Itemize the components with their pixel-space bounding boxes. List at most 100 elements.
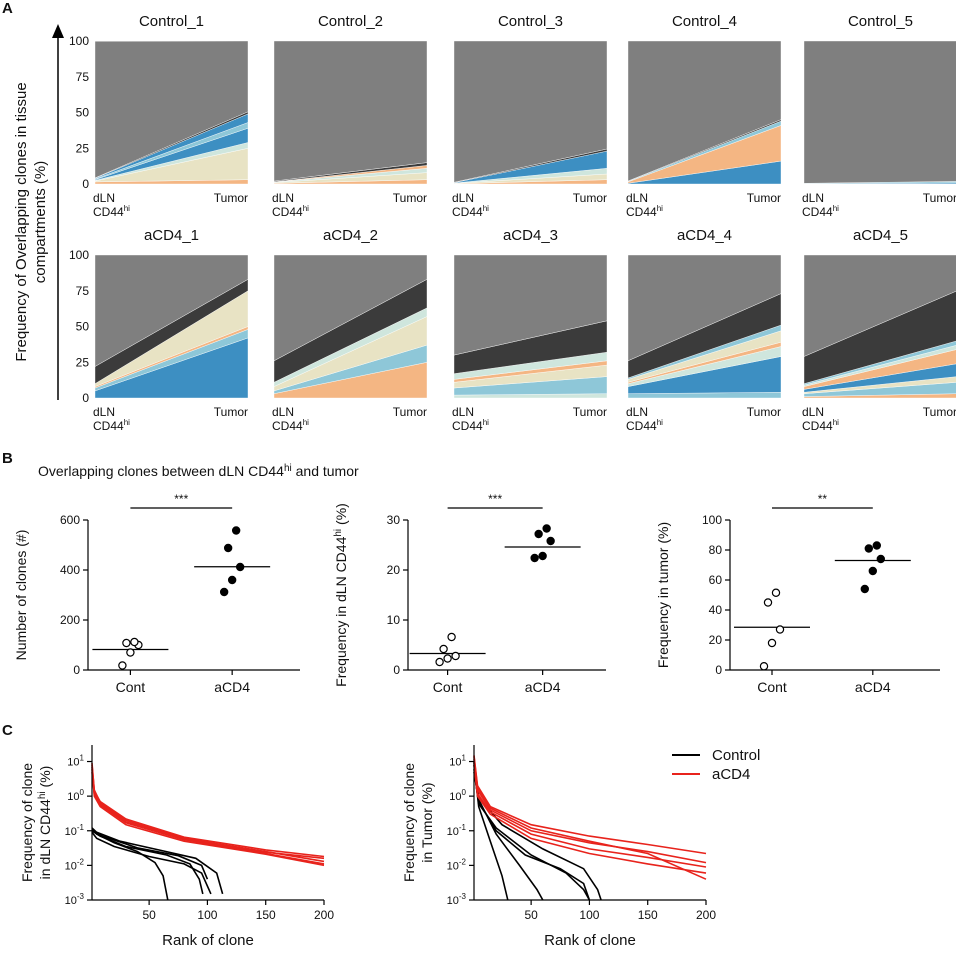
area-chart-title: aCD4_2 [323,227,378,244]
area-ytick-label: 100 [69,248,89,262]
area-band-lightblue [803,340,956,386]
panel-label-c: C [2,722,13,739]
area-x-left-label-line2: CD44hi [452,418,489,433]
dot-plot-point [530,553,539,563]
area-x-left-label: dLN [452,405,474,419]
area-x-left-label: dLN [93,405,115,419]
area-band-lightblue [803,382,956,397]
section-c-rank-plots: 10-3 10-2 10-1 100 101 50 100 150 200 Rank of clo… [19,745,716,949]
dot-plot-ytick-label: 40 [709,603,723,617]
area-band-gray [94,40,249,179]
area-x-right-label: Tumor [923,191,956,205]
rank-plot-ytick-label: 10-1 [65,823,85,838]
dot-plot-point [860,584,870,594]
area-ytick-label: 25 [76,141,90,155]
area-band-gray [453,254,608,356]
rank-plot-xtick-label: 50 [142,908,156,922]
area-x-right-label: Tumor [214,191,248,205]
dot-plot-point [439,644,448,654]
rank-curve-acd4 [473,764,707,874]
area-x-right-label: Tumor [393,191,427,205]
dot-plot-xtick-label: aCD4 [214,679,250,695]
area-x-right-label: Tumor [923,405,956,419]
dot-plot-point [542,524,551,533]
rank-plot-ytick-label: 100 [67,788,84,803]
area-x-left-label-line2: CD44hi [626,204,663,219]
dot-plot-ytick-label: 0 [393,663,400,677]
area-chart-title: aCD4_5 [853,227,908,244]
dot-plot-ytick-label: 0 [73,663,80,677]
area-band-gray [803,254,956,357]
area-x-left-label: dLN [626,405,648,419]
dot-plot-point [231,526,241,535]
rank-curve-acd4 [91,771,325,860]
dot-plot-point [451,651,460,661]
rank-plot-xtick-label: 200 [314,908,334,922]
area-x-left-label-line2: CD44hi [802,204,839,219]
area-x-right-label: Tumor [214,405,248,419]
dot-plot-point [546,536,555,546]
area-chart-title: Control_2 [318,13,383,30]
area-x-right-label: Tumor [393,405,427,419]
area-ytick-label: 50 [76,320,90,334]
panel-label-b: B [2,450,13,467]
rank-curve-acd4 [473,755,707,855]
dot-plot-point [435,657,444,667]
dot-plot-point [219,587,229,597]
area-band-orange [803,393,956,399]
section-a-y-axis-arrow-icon [52,24,64,38]
area-x-left-label: dLN [272,405,294,419]
dot-plot-point [122,638,131,648]
dot-plot-xtick-label: aCD4 [855,679,891,695]
dot-plot-ytick-label: 200 [60,613,80,627]
dot-plot-point [767,638,777,648]
rank-plot-xlabel: Rank of clone [544,932,636,949]
section-a-ylabel-line1: Frequency of Overlapping clones in tissu… [13,82,30,361]
dot-plot-point [538,551,547,561]
area-band-gray [627,254,782,362]
area-ytick-label: 0 [82,391,89,405]
dot-plot-xtick-label: Cont [116,679,146,695]
dot-plot-point [118,661,127,670]
area-x-left-label-line2: CD44hi [802,418,839,433]
rank-plot-ylabel-line1: Frequency of clone [401,763,417,882]
area-chart-title: Control_3 [498,13,563,30]
area-ytick-label: 75 [76,284,90,298]
rank-plot-xtick-label: 150 [638,908,658,922]
dot-plot-xtick-label: aCD4 [525,679,561,695]
area-x-left-label-line2: CD44hi [452,204,489,219]
area-band-gray [453,40,608,183]
area-x-right-label: Tumor [747,405,781,419]
legend: Control aCD4 [672,747,760,783]
rank-plot-2: 10-3 10-2 10-1 100 101 50 100 150 200 Rank of clo… [401,745,716,949]
area-band-gray [273,40,428,182]
rank-curve-control [473,769,591,901]
dot-plot-ytick-label: 10 [387,613,401,627]
rank-curve-control [91,830,204,895]
rank-plot-ytick-label: 101 [449,754,466,769]
rank-plot-ytick-label: 101 [67,754,84,769]
area-band-dark [803,291,956,384]
area-ytick-label: 50 [76,106,90,120]
dot-plot-point [235,562,245,572]
area-chart-title: Control_4 [672,13,737,30]
rank-plot-ytick-label: 10-3 [447,892,467,907]
dot-plot-point [771,588,781,597]
dot-plot-ytick-label: 0 [715,663,722,677]
rank-curve-acd4 [91,763,325,858]
area-band-blue [803,363,956,393]
dot-plot-point [876,554,886,564]
panel-label-a: A [2,0,13,17]
dot-plot-point [759,662,769,671]
dot-plot-point [763,598,773,607]
dot-plot-ytick-label: 20 [387,563,401,577]
rank-plot-xtick-label: 50 [524,908,538,922]
rank-curve-acd4 [473,756,707,880]
